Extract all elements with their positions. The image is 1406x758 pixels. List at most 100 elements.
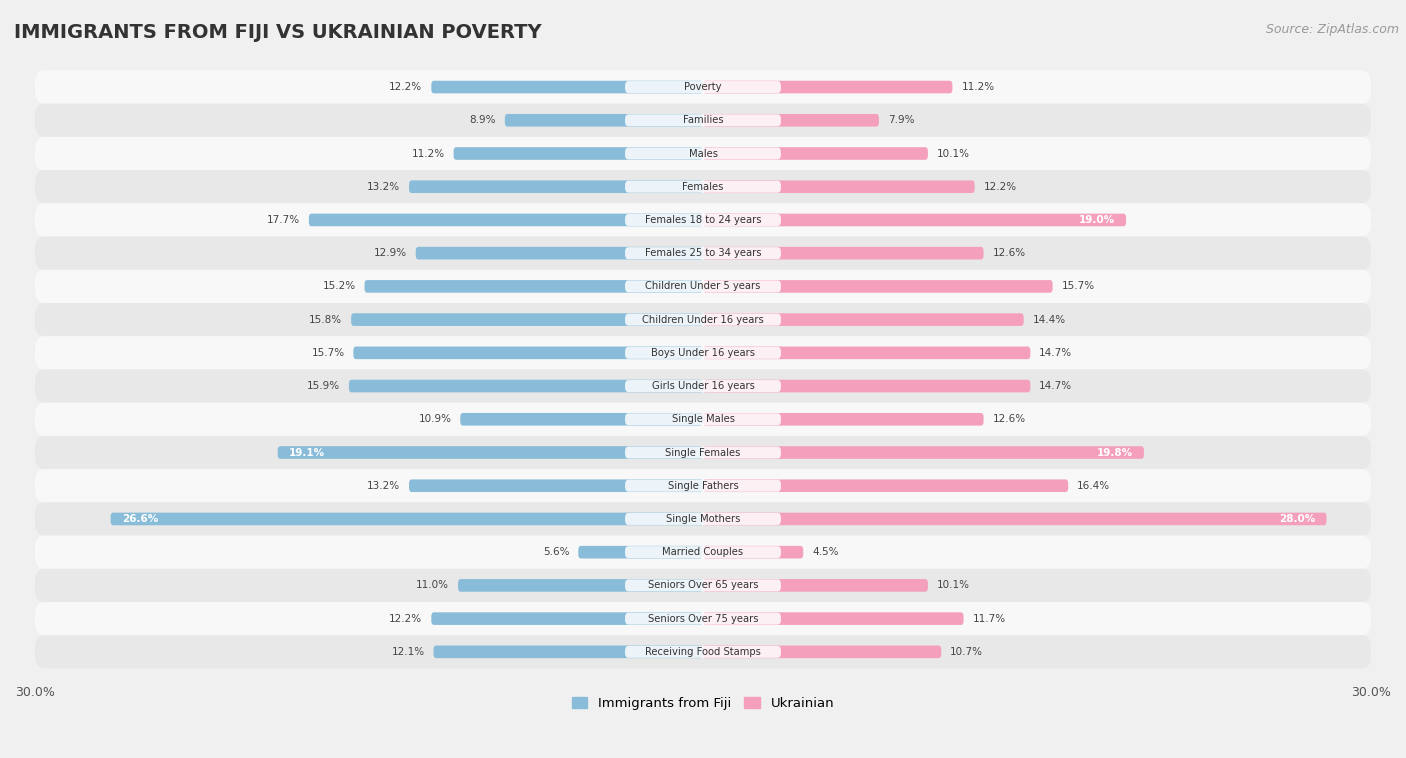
FancyBboxPatch shape	[626, 547, 780, 558]
FancyBboxPatch shape	[626, 646, 780, 658]
FancyBboxPatch shape	[35, 203, 1371, 236]
FancyBboxPatch shape	[703, 180, 974, 193]
FancyBboxPatch shape	[626, 180, 780, 193]
FancyBboxPatch shape	[460, 413, 703, 425]
FancyBboxPatch shape	[703, 280, 1053, 293]
FancyBboxPatch shape	[703, 479, 1069, 492]
Text: Families: Families	[683, 115, 723, 125]
FancyBboxPatch shape	[626, 247, 780, 259]
Text: 8.9%: 8.9%	[470, 115, 496, 125]
Text: 11.0%: 11.0%	[416, 581, 449, 590]
FancyBboxPatch shape	[409, 180, 703, 193]
Text: 13.2%: 13.2%	[367, 481, 401, 490]
FancyBboxPatch shape	[432, 81, 703, 93]
FancyBboxPatch shape	[35, 270, 1371, 303]
FancyBboxPatch shape	[35, 402, 1371, 436]
FancyBboxPatch shape	[626, 314, 780, 326]
FancyBboxPatch shape	[35, 436, 1371, 469]
Text: Source: ZipAtlas.com: Source: ZipAtlas.com	[1265, 23, 1399, 36]
FancyBboxPatch shape	[703, 81, 952, 93]
Text: 19.0%: 19.0%	[1078, 215, 1115, 225]
FancyBboxPatch shape	[35, 70, 1371, 104]
FancyBboxPatch shape	[703, 512, 1326, 525]
FancyBboxPatch shape	[626, 579, 780, 591]
FancyBboxPatch shape	[626, 446, 780, 459]
Text: 16.4%: 16.4%	[1077, 481, 1111, 490]
FancyBboxPatch shape	[703, 247, 984, 259]
Text: 17.7%: 17.7%	[267, 215, 299, 225]
Text: 12.1%: 12.1%	[391, 647, 425, 657]
Text: 10.9%: 10.9%	[419, 415, 451, 424]
Text: Females 25 to 34 years: Females 25 to 34 years	[645, 248, 761, 258]
Text: 19.1%: 19.1%	[288, 447, 325, 458]
FancyBboxPatch shape	[626, 214, 780, 226]
Text: 10.1%: 10.1%	[936, 581, 970, 590]
FancyBboxPatch shape	[35, 568, 1371, 602]
FancyBboxPatch shape	[703, 413, 984, 425]
FancyBboxPatch shape	[35, 236, 1371, 270]
Text: 19.8%: 19.8%	[1097, 447, 1133, 458]
Text: Married Couples: Married Couples	[662, 547, 744, 557]
Text: 26.6%: 26.6%	[122, 514, 157, 524]
Text: 15.2%: 15.2%	[322, 281, 356, 291]
FancyBboxPatch shape	[626, 380, 780, 392]
FancyBboxPatch shape	[703, 546, 803, 559]
Text: 14.7%: 14.7%	[1039, 381, 1073, 391]
Text: 13.2%: 13.2%	[367, 182, 401, 192]
FancyBboxPatch shape	[505, 114, 703, 127]
FancyBboxPatch shape	[626, 513, 780, 525]
Text: 15.7%: 15.7%	[1062, 281, 1095, 291]
FancyBboxPatch shape	[626, 280, 780, 293]
Text: IMMIGRANTS FROM FIJI VS UKRAINIAN POVERTY: IMMIGRANTS FROM FIJI VS UKRAINIAN POVERT…	[14, 23, 541, 42]
Legend: Immigrants from Fiji, Ukrainian: Immigrants from Fiji, Ukrainian	[567, 691, 839, 715]
FancyBboxPatch shape	[458, 579, 703, 592]
Text: Receiving Food Stamps: Receiving Food Stamps	[645, 647, 761, 657]
Text: 11.2%: 11.2%	[412, 149, 444, 158]
FancyBboxPatch shape	[626, 347, 780, 359]
FancyBboxPatch shape	[35, 369, 1371, 402]
FancyBboxPatch shape	[416, 247, 703, 259]
Text: 14.7%: 14.7%	[1039, 348, 1073, 358]
Text: 14.4%: 14.4%	[1032, 315, 1066, 324]
Text: Single Males: Single Males	[672, 415, 734, 424]
FancyBboxPatch shape	[626, 413, 780, 425]
FancyBboxPatch shape	[35, 104, 1371, 137]
FancyBboxPatch shape	[409, 479, 703, 492]
Text: 15.8%: 15.8%	[309, 315, 342, 324]
FancyBboxPatch shape	[35, 469, 1371, 503]
FancyBboxPatch shape	[35, 137, 1371, 170]
Text: Children Under 5 years: Children Under 5 years	[645, 281, 761, 291]
Text: Poverty: Poverty	[685, 82, 721, 92]
Text: 10.1%: 10.1%	[936, 149, 970, 158]
FancyBboxPatch shape	[626, 148, 780, 159]
Text: Seniors Over 65 years: Seniors Over 65 years	[648, 581, 758, 590]
FancyBboxPatch shape	[626, 480, 780, 492]
Text: Single Mothers: Single Mothers	[666, 514, 740, 524]
FancyBboxPatch shape	[35, 602, 1371, 635]
FancyBboxPatch shape	[703, 646, 941, 658]
FancyBboxPatch shape	[703, 214, 1126, 226]
FancyBboxPatch shape	[309, 214, 703, 226]
Text: Boys Under 16 years: Boys Under 16 years	[651, 348, 755, 358]
FancyBboxPatch shape	[35, 303, 1371, 337]
Text: 15.7%: 15.7%	[311, 348, 344, 358]
FancyBboxPatch shape	[349, 380, 703, 393]
Text: 7.9%: 7.9%	[887, 115, 914, 125]
Text: Single Females: Single Females	[665, 447, 741, 458]
Text: 28.0%: 28.0%	[1279, 514, 1316, 524]
Text: Females: Females	[682, 182, 724, 192]
FancyBboxPatch shape	[353, 346, 703, 359]
FancyBboxPatch shape	[35, 536, 1371, 568]
FancyBboxPatch shape	[703, 114, 879, 127]
Text: 12.2%: 12.2%	[389, 614, 422, 624]
Text: 12.6%: 12.6%	[993, 415, 1025, 424]
FancyBboxPatch shape	[578, 546, 703, 559]
FancyBboxPatch shape	[703, 446, 1144, 459]
Text: 4.5%: 4.5%	[813, 547, 838, 557]
FancyBboxPatch shape	[277, 446, 703, 459]
Text: 11.2%: 11.2%	[962, 82, 994, 92]
FancyBboxPatch shape	[703, 313, 1024, 326]
FancyBboxPatch shape	[352, 313, 703, 326]
FancyBboxPatch shape	[35, 170, 1371, 203]
FancyBboxPatch shape	[35, 337, 1371, 369]
